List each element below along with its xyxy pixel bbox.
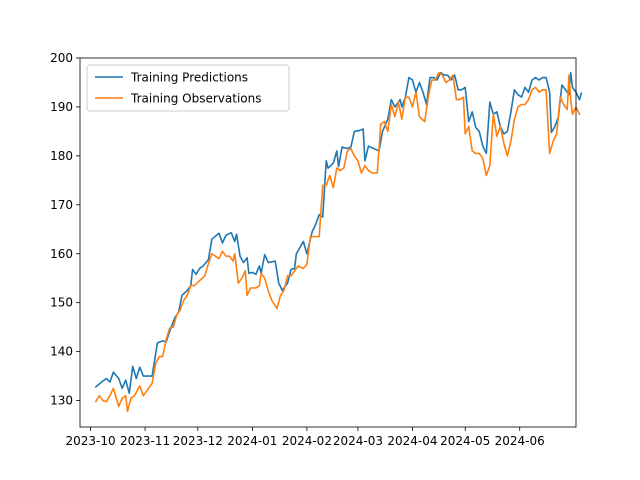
legend-box bbox=[86, 64, 290, 112]
axes-spines bbox=[79, 57, 577, 428]
legend-label: Training Predictions bbox=[130, 71, 248, 85]
x-axis: 2023-10 2023-11 2023-12 2024-01 2024-02 2024-… bbox=[65, 427, 545, 448]
x-tick-label: 2023-10 bbox=[65, 434, 115, 448]
legend: Training Predictions Training Observation… bbox=[86, 64, 290, 112]
y-axis: 130 140 150 160 170 180 190 200 bbox=[50, 51, 80, 408]
y-tick-label: 150 bbox=[50, 296, 73, 310]
y-tick-label: 180 bbox=[50, 149, 73, 163]
y-tick-label: 190 bbox=[50, 100, 73, 114]
x-tick-label: 2024-04 bbox=[387, 434, 437, 448]
x-tick-label: 2023-11 bbox=[120, 434, 170, 448]
y-tick-label: 200 bbox=[50, 51, 73, 65]
x-tick-label: 2024-05 bbox=[440, 434, 490, 448]
series-layer bbox=[94, 71, 583, 413]
x-tick-label: 2024-02 bbox=[282, 434, 332, 448]
x-tick-label: 2024-01 bbox=[227, 434, 277, 448]
y-tick-label: 130 bbox=[50, 394, 73, 408]
x-tick-label: 2024-03 bbox=[333, 434, 383, 448]
series-line-training-observations bbox=[94, 71, 581, 413]
series-line-training-predictions bbox=[94, 71, 583, 395]
axes-frame bbox=[79, 57, 577, 428]
legend-label: Training Observations bbox=[130, 92, 262, 106]
x-tick-label: 2024-06 bbox=[495, 434, 545, 448]
y-tick-label: 160 bbox=[50, 247, 73, 261]
x-tick-label: 2023-12 bbox=[173, 434, 223, 448]
y-tick-label: 170 bbox=[50, 198, 73, 212]
y-tick-label: 140 bbox=[50, 345, 73, 359]
